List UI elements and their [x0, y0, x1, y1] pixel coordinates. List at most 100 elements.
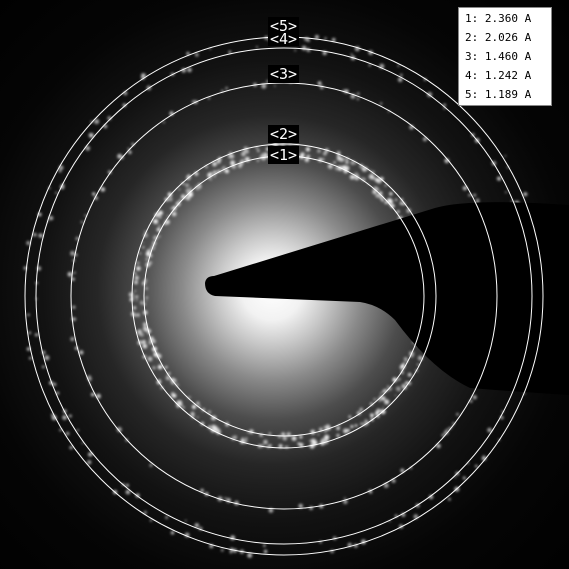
speckle: [125, 489, 131, 495]
ring-5-label: <5>: [268, 17, 300, 35]
speckle: [346, 428, 350, 432]
speckle: [323, 151, 327, 155]
speckle: [268, 444, 272, 448]
speckle: [364, 419, 368, 423]
speckle: [287, 432, 291, 436]
speckle: [298, 503, 304, 509]
speckle: [162, 121, 165, 124]
d-spacing-legend: 1: 2.360 A 2: 2.026 A 3: 1.460 A 4: 1.24…: [458, 7, 552, 106]
speckle: [349, 174, 355, 180]
speckle: [135, 299, 138, 302]
speckle: [359, 407, 363, 412]
speckle: [178, 188, 181, 191]
speckle: [153, 218, 159, 224]
speckle: [389, 192, 393, 196]
speckle: [247, 552, 253, 558]
speckle: [165, 366, 168, 369]
speckle: [216, 159, 221, 164]
speckle: [145, 287, 148, 290]
speckle: [380, 392, 382, 395]
speckle: [504, 155, 507, 157]
speckle: [128, 150, 132, 154]
speckle: [55, 191, 58, 194]
speckle: [294, 49, 297, 52]
speckle: [336, 155, 339, 158]
speckle: [278, 444, 283, 449]
speckle: [122, 103, 127, 107]
speckle: [76, 429, 79, 432]
legend-row-2: 2: 2.026 A: [465, 31, 532, 44]
speckle: [224, 497, 227, 500]
speckle: [257, 149, 260, 152]
speckle: [152, 366, 156, 370]
speckle: [136, 313, 140, 317]
speckle: [145, 251, 151, 257]
speckle: [436, 443, 441, 449]
speckle: [142, 343, 148, 349]
speckle: [299, 435, 303, 439]
speckle: [141, 73, 146, 78]
speckle: [241, 159, 245, 162]
speckle: [256, 159, 259, 162]
speckle: [79, 350, 84, 355]
speckle: [58, 169, 62, 173]
speckle: [145, 257, 149, 261]
speckle: [472, 395, 477, 400]
speckle: [33, 232, 37, 237]
speckle: [336, 433, 340, 438]
speckle: [469, 399, 473, 403]
speckle: [448, 497, 451, 501]
speckle: [116, 426, 122, 433]
speckle: [344, 497, 346, 499]
speckle: [132, 306, 137, 310]
speckle: [176, 383, 179, 385]
ring-1-label: <1>: [268, 146, 300, 164]
speckle: [80, 220, 84, 224]
speckle: [225, 86, 228, 90]
speckle: [139, 252, 142, 255]
speckle: [98, 396, 101, 399]
speckle: [441, 433, 445, 437]
speckle: [443, 430, 449, 435]
speckle: [156, 227, 161, 232]
speckle: [417, 355, 423, 361]
speckle: [282, 435, 288, 441]
speckle: [191, 404, 197, 409]
speckle: [100, 187, 106, 192]
speckle: [241, 151, 246, 157]
speckle: [245, 150, 249, 154]
speckle: [134, 290, 137, 292]
speckle: [159, 379, 161, 381]
speckle: [268, 432, 272, 435]
speckle: [226, 421, 228, 424]
speckle: [147, 356, 153, 362]
speckle: [505, 191, 507, 194]
speckle: [348, 415, 352, 419]
speckle: [350, 425, 354, 429]
speckle: [301, 45, 307, 51]
speckle: [148, 261, 153, 265]
speckle: [381, 396, 386, 401]
speckle: [407, 372, 412, 377]
speckle: [297, 442, 301, 446]
speckle: [182, 406, 185, 409]
speckle: [129, 297, 134, 302]
speckle: [383, 388, 387, 392]
speckle: [354, 162, 357, 165]
speckle: [195, 53, 199, 57]
speckle: [158, 224, 162, 228]
speckle: [337, 156, 342, 161]
speckle: [145, 299, 148, 302]
speckle: [213, 175, 216, 178]
speckle: [317, 433, 320, 436]
speckle: [143, 326, 147, 330]
speckle: [145, 296, 148, 299]
speckle: [187, 67, 192, 73]
speckle: [172, 393, 177, 398]
speckle: [403, 357, 408, 361]
legend-row-5: 5: 1.189 A: [465, 88, 532, 101]
speckle: [134, 280, 138, 285]
speckle: [368, 64, 371, 67]
speckle: [135, 295, 139, 299]
speckle: [401, 363, 405, 368]
